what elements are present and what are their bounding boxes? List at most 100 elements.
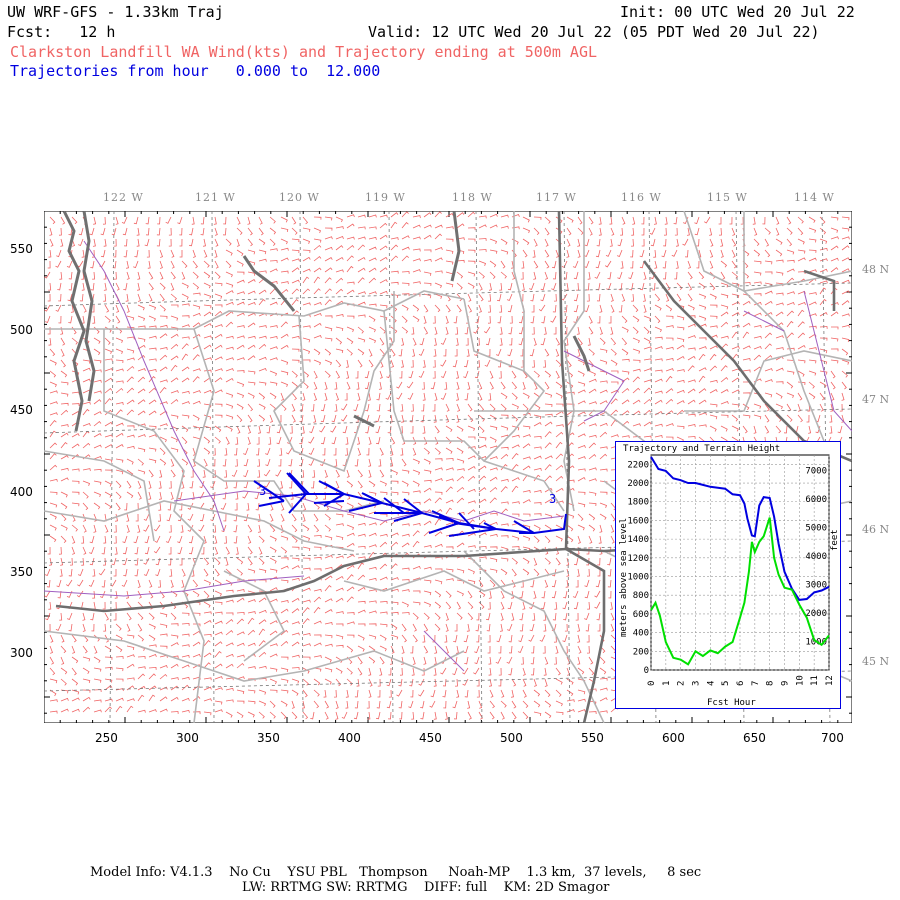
wind-barb [434,590,442,598]
wind-barb [577,698,586,702]
wind-barb [698,399,707,405]
wind-barb [115,634,123,641]
inset-plot-area [650,454,830,671]
wind-barb [508,359,513,368]
wind-barb [365,425,370,434]
wind-barb [93,667,102,672]
wind-barb [665,398,674,405]
wind-barb [484,359,491,367]
wind-barb [544,249,550,258]
wind-barb [82,480,91,486]
wind-barb [588,491,597,496]
wind-barb [280,711,287,719]
wind-barb [543,612,547,621]
wind-barb [467,282,475,289]
wind-barb [212,447,216,456]
wind-barb [786,301,795,306]
wind-barb [709,227,713,236]
wind-barb [456,223,465,229]
wind-barb [653,216,657,225]
wind-barb [346,245,355,251]
wind-barb [214,687,223,691]
wind-barb [71,370,80,376]
wind-barb [401,359,404,368]
wind-barb [323,689,327,698]
wind-barb [214,535,218,544]
wind-barb [610,612,615,621]
wind-barb [643,304,647,313]
wind-barb [104,348,113,355]
wind-barb [302,607,310,614]
wind-barb [159,664,168,669]
wind-barb [346,564,355,570]
wind-barb [60,337,66,346]
wind-barb [609,216,613,225]
wind-barb [137,388,146,394]
wind-barb [379,245,388,251]
wind-barb [115,480,122,488]
wind-barb [599,710,608,714]
wind-barb [223,216,227,225]
wind-barb [269,238,276,246]
wind-barb [71,491,80,495]
wind-barb [376,436,381,445]
wind-barb [93,468,102,472]
wind-barb [599,326,603,335]
wind-barb [203,698,212,702]
wind-barb [170,696,179,702]
model-title: UW WRF-GFS - 1.33km Traj [7,3,224,21]
wind-barb [455,337,459,346]
x-tick-label: 450 [419,731,442,745]
wind-barb [324,326,333,332]
wind-barb [346,554,355,559]
wind-barb [93,709,102,713]
wind-barb [57,590,62,599]
wind-barb [308,447,315,455]
wind-barb [214,377,223,383]
wind-barb [474,645,480,654]
wind-barb [489,546,498,550]
wind-barb [529,348,535,357]
wind-barb [49,381,57,388]
wind-barb [225,392,234,398]
wind-barb [649,227,656,235]
wind-barb [115,409,123,416]
wind-barb [563,612,568,621]
wind-barb [808,370,817,376]
wind-barb [335,480,340,489]
wind-barb [401,645,405,654]
wind-barb [181,697,190,702]
wind-barb [410,425,414,434]
wind-barb [511,434,520,438]
wind-barb [434,425,440,434]
wind-barb [775,292,784,296]
wind-barb [500,392,508,400]
wind-barb [652,282,656,291]
wind-barb [522,434,531,438]
wind-barb [643,326,650,334]
wind-barb [181,425,189,433]
wind-barb [203,238,206,247]
wind-barb [621,435,630,439]
wind-barb [165,216,172,224]
wind-barb [82,546,87,555]
wind-barb [412,224,421,229]
wind-barb [654,369,663,373]
wind-barb [104,502,112,510]
wind-barb [192,368,201,372]
wind-barb [311,480,315,489]
wind-barb [236,260,244,267]
wind-barb [522,689,527,698]
wind-barb [539,634,546,642]
wind-barb [225,301,234,306]
wind-barb [396,381,403,389]
wind-barb [511,381,518,390]
wind-barb [291,414,296,423]
wind-barb [420,700,425,709]
wind-barb [225,377,234,383]
wind-barb [529,282,535,291]
wind-barb [687,399,696,405]
wind-barb [280,608,289,614]
wind-barb [258,335,267,339]
wind-barb [236,301,245,306]
